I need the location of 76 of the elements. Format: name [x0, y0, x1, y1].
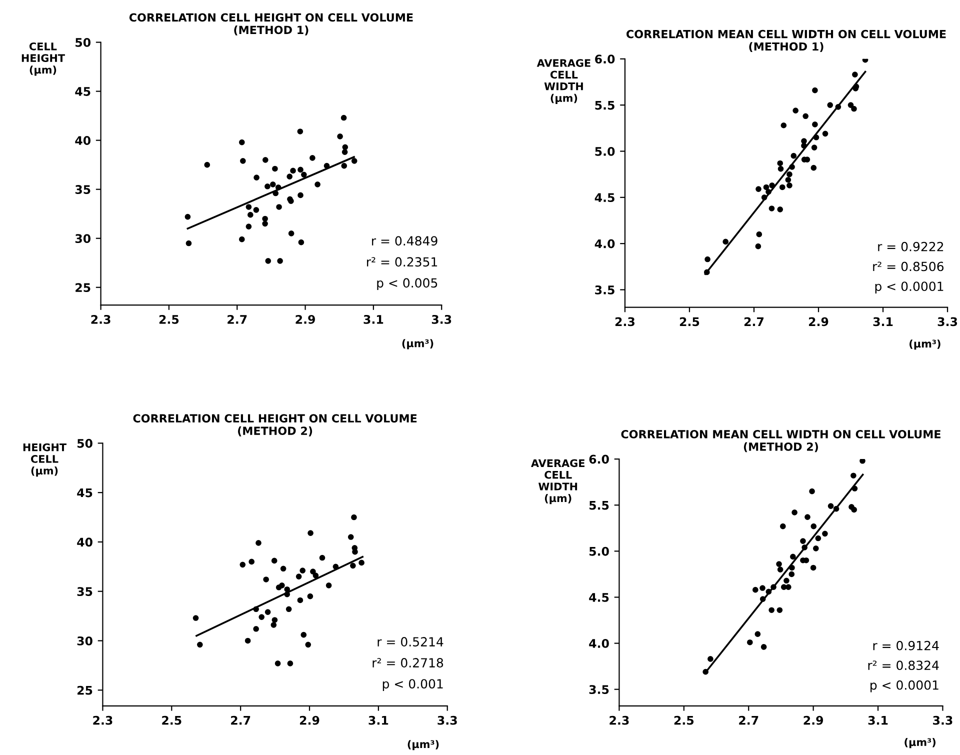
x-axis-title: (μm³)	[910, 340, 940, 350]
y-axis-title: AVERAGE CELL WIDTH (μm)	[536, 59, 590, 104]
x-tick-label: 2.9	[808, 317, 828, 326]
y-tick-label: 5.0	[589, 546, 609, 556]
x-tick-label: 2.3	[93, 716, 112, 725]
y-tick-label: 3.5	[595, 285, 614, 294]
x-tick-label: 3.1	[368, 716, 388, 725]
chart-title: CORRELATION MEAN CELL WIDTH ON CELL VOLUME	[621, 430, 940, 438]
annotation: r = 0.9222	[878, 242, 944, 252]
y-tick-label: 4.5	[594, 193, 614, 202]
chart-subtitle: (METHOD 2)	[744, 442, 818, 452]
y-tick-label: 45	[75, 87, 90, 96]
x-tick-label: 2.9	[300, 716, 320, 725]
x-tick-label: 2.7	[231, 716, 250, 725]
y-tick-label: 25	[76, 283, 90, 292]
x-axis-title: (μm³)	[904, 738, 936, 748]
annotation: r² = 0.8324	[868, 660, 939, 670]
annotation: r = 0.9124	[873, 640, 939, 650]
x-tick-label: 2.3	[91, 314, 110, 324]
annotation: r = 0.4849	[372, 236, 438, 246]
chart-subtitle: (METHOD 2)	[238, 426, 312, 436]
x-tick-label: 3.3	[933, 716, 952, 725]
annotation: r² = 0.2351	[367, 257, 438, 267]
y-tick-label: 6.0	[589, 454, 609, 464]
annotation: r² = 0.8506	[873, 262, 944, 272]
y-tick-label: 40	[77, 538, 92, 547]
y-tick-label: 35	[75, 185, 90, 194]
x-tick-label: 2.9	[804, 716, 824, 725]
y-tick-label: 25	[78, 686, 92, 695]
y-tick-label: 30	[77, 636, 92, 646]
y-tick-label: 5.0	[595, 146, 615, 156]
annotation: p < 0.0001	[875, 282, 944, 294]
x-tick-label: 2.3	[610, 716, 629, 725]
x-tick-label: 2.5	[680, 317, 700, 326]
annotation: r = 0.5214	[378, 637, 444, 646]
chart-subtitle: (METHOD 1)	[234, 26, 308, 36]
y-tick-label: 35	[77, 587, 92, 596]
x-tick-label: 3.3	[938, 317, 958, 326]
y-axis-title: HEIGHT CELL (μm)	[23, 443, 66, 477]
annotation: p < 0.0001	[870, 680, 938, 692]
annotation: p < 0.005	[377, 278, 438, 290]
chart-title: CORRELATION MEAN CELL WIDTH ON CELL VOLUME	[626, 30, 946, 38]
annotation: p < 0.001	[382, 679, 443, 691]
y-tick-label: 3.5	[589, 685, 609, 694]
y-tick-label: 4.5	[589, 593, 609, 602]
x-tick-label: 3.3	[438, 716, 457, 725]
y-tick-label: 4.0	[589, 639, 609, 648]
y-tick-label: 5.5	[589, 500, 609, 510]
x-tick-label: 2.9	[296, 314, 315, 324]
x-axis-title: (μm³)	[402, 339, 434, 350]
x-tick-label: 2.7	[744, 317, 764, 326]
y-tick-label: 6.0	[595, 54, 615, 64]
y-tick-label: 40	[75, 136, 91, 145]
x-tick-label: 2.3	[615, 317, 634, 326]
x-tick-label: 3.1	[364, 314, 384, 324]
chart-subtitle: (METHOD 1)	[749, 42, 824, 52]
y-axis-title: AVERAGE CELL WIDTH (μm)	[530, 459, 584, 504]
x-tick-label: 2.5	[159, 314, 179, 324]
x-tick-label: 2.7	[228, 314, 247, 324]
x-tick-label: 3.3	[432, 314, 452, 324]
x-tick-label: 3.1	[868, 716, 888, 725]
annotation: r² = 0.2718	[372, 658, 444, 668]
y-tick-label: 30	[75, 234, 91, 244]
x-tick-label: 3.1	[873, 317, 893, 326]
y-tick-label: 45	[77, 488, 92, 498]
y-tick-label: 5.5	[595, 100, 614, 110]
chart-title: CORRELATION CELL HEIGHT ON CELL VOLUME	[129, 13, 413, 22]
y-axis-title: CELL HEIGHT (μm)	[22, 42, 65, 76]
x-tick-label: 2.5	[162, 716, 182, 725]
y-tick-label: 50	[77, 438, 92, 448]
x-axis-title: (μm³)	[408, 740, 439, 750]
x-tick-label: 2.7	[739, 716, 758, 725]
chart-title: CORRELATION CELL HEIGHT ON CELL VOLUME	[133, 414, 417, 423]
x-tick-label: 2.5	[674, 716, 694, 725]
y-tick-label: 50	[76, 38, 91, 47]
y-tick-label: 4.0	[594, 239, 615, 248]
